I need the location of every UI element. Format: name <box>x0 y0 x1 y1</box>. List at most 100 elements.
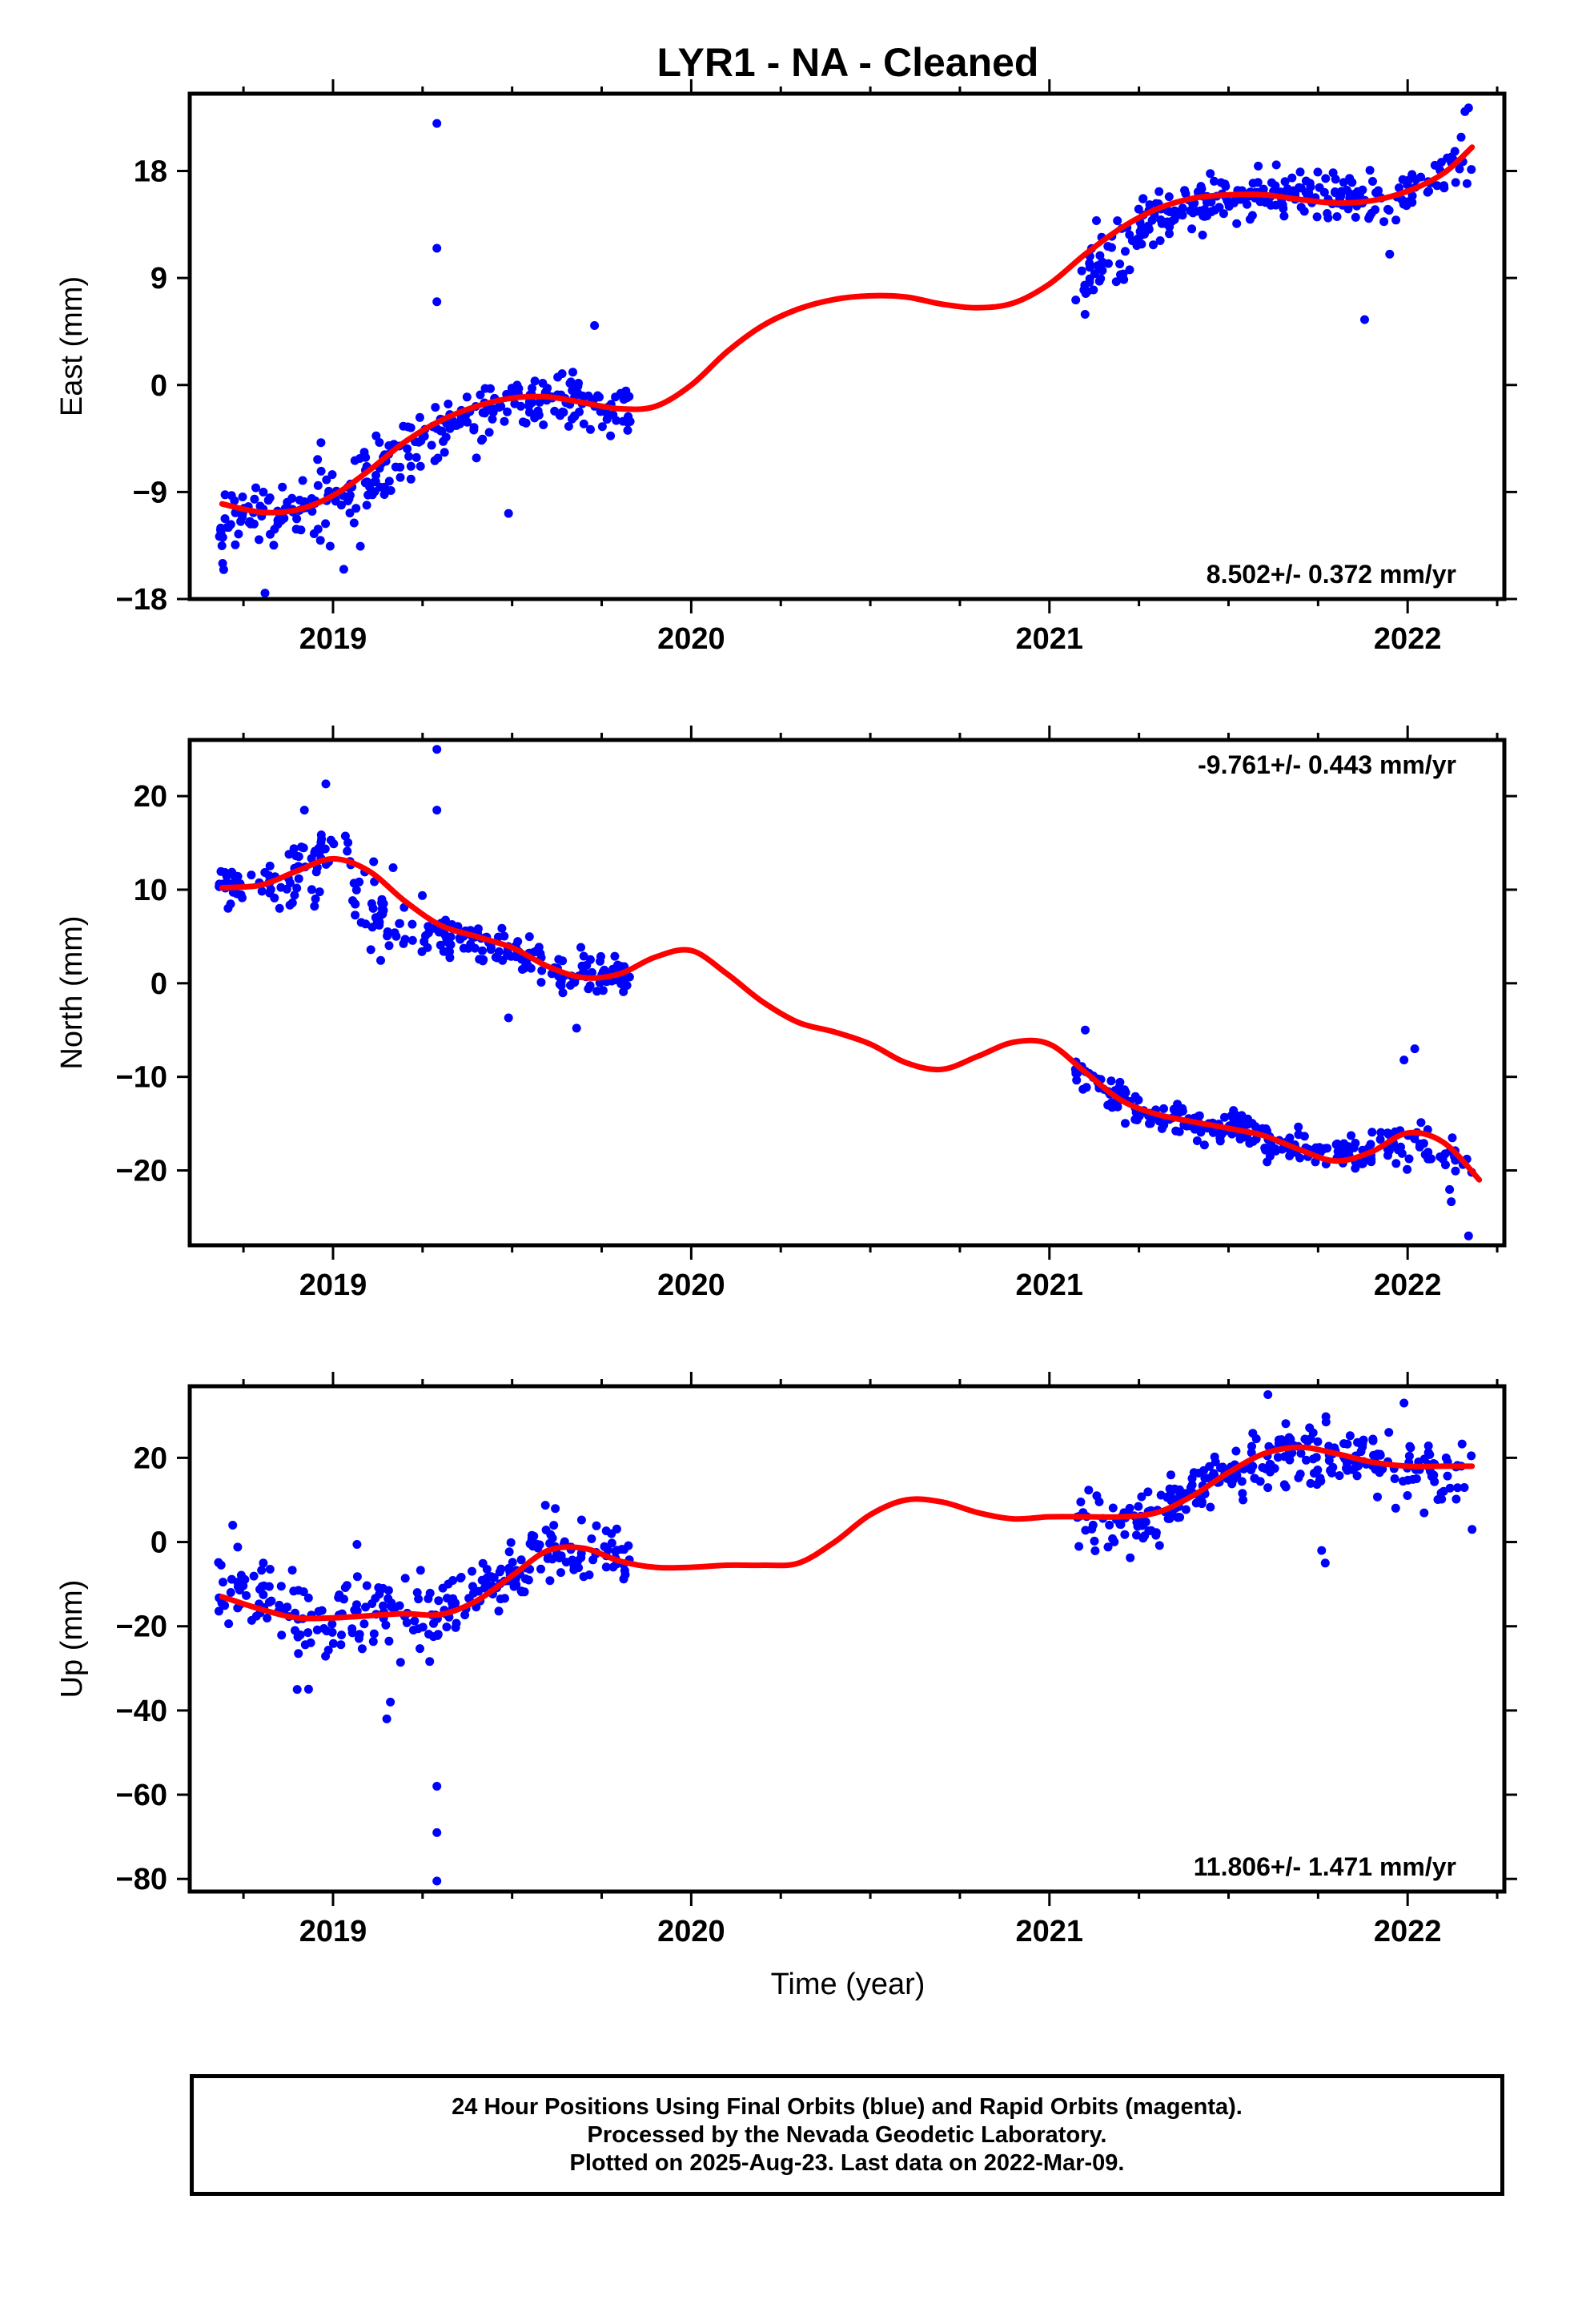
data-point <box>339 1594 348 1604</box>
data-point <box>1192 1136 1202 1145</box>
data-point <box>1108 1534 1118 1543</box>
data-point <box>620 1570 630 1579</box>
data-point <box>413 1624 423 1634</box>
rate-label: 11.806+/- 1.471 mm/yr <box>1194 1852 1456 1881</box>
data-point <box>1371 1465 1380 1474</box>
outlier-point <box>1263 1390 1273 1399</box>
data-point <box>504 1563 514 1573</box>
fit-curve <box>219 855 1483 1183</box>
data-point <box>1111 277 1121 287</box>
data-point <box>586 424 595 434</box>
data-point <box>1351 212 1360 222</box>
data-point <box>1074 1542 1084 1551</box>
data-point <box>1295 1470 1305 1479</box>
outlier-point <box>1399 1398 1409 1408</box>
data-point <box>264 1582 274 1591</box>
data-point <box>476 390 485 400</box>
data-point <box>1443 1471 1452 1481</box>
data-point <box>559 408 568 417</box>
data-point <box>557 369 567 379</box>
data-point <box>1157 219 1166 228</box>
data-point <box>1324 1441 1334 1451</box>
data-point <box>1281 1419 1291 1429</box>
data-point <box>524 1575 533 1585</box>
data-point <box>1232 219 1242 228</box>
data-point <box>1210 176 1219 186</box>
data-point <box>386 486 396 495</box>
data-point <box>381 1620 391 1630</box>
data-point <box>1173 1100 1182 1109</box>
data-point <box>367 1599 377 1608</box>
data-point <box>236 517 246 526</box>
data-point <box>1445 1184 1455 1194</box>
data-point <box>619 987 628 996</box>
data-point <box>215 532 224 541</box>
data-point <box>230 877 239 887</box>
data-point <box>424 922 433 931</box>
data-point <box>412 452 421 462</box>
data-point <box>1347 1131 1356 1140</box>
y-tick-label: −9 <box>133 476 167 509</box>
data-point <box>1115 1077 1125 1087</box>
data-point <box>264 1598 274 1607</box>
data-point <box>1237 1477 1247 1486</box>
y-tick-label: 10 <box>134 874 167 907</box>
data-point <box>263 1614 272 1622</box>
data-point <box>1280 1452 1289 1462</box>
data-point <box>214 1606 223 1616</box>
data-point <box>1283 184 1292 194</box>
data-point <box>494 1606 504 1616</box>
caption-box: 24 Hour Positions Using Final Orbits (bl… <box>190 2074 1504 2196</box>
data-point <box>219 565 228 574</box>
data-point <box>1368 177 1377 186</box>
data-point <box>1121 247 1130 256</box>
data-point <box>368 1637 378 1647</box>
data-point <box>1403 1491 1412 1500</box>
data-point <box>384 1636 394 1646</box>
data-point <box>1243 1120 1253 1129</box>
data-point <box>1151 1528 1161 1538</box>
data-point <box>250 494 259 504</box>
x-tick-label: 2022 <box>1374 1269 1442 1302</box>
data-point <box>1248 1462 1258 1471</box>
data-point <box>478 434 488 444</box>
outlier-point <box>1320 1558 1330 1568</box>
data-point <box>351 899 359 909</box>
data-point <box>345 509 355 518</box>
data-point <box>1197 1497 1207 1506</box>
data-point <box>1092 216 1101 225</box>
outlier-point <box>590 321 600 330</box>
y-tick-label: 0 <box>151 1526 167 1560</box>
data-point <box>265 861 275 870</box>
data-point <box>415 412 424 422</box>
data-point <box>1125 265 1134 275</box>
data-point <box>249 519 259 529</box>
data-point <box>1215 203 1224 212</box>
data-point <box>624 1541 633 1550</box>
data-point <box>570 411 579 420</box>
data-point <box>316 438 326 448</box>
data-point <box>1439 1486 1448 1496</box>
data-point <box>536 978 546 987</box>
data-point <box>1358 1159 1367 1168</box>
data-point <box>1408 1474 1418 1484</box>
data-point <box>1145 1119 1154 1128</box>
data-point <box>384 941 394 951</box>
data-point <box>1411 175 1421 184</box>
data-point <box>1138 194 1148 203</box>
rate-label: -9.761+/- 0.443 mm/yr <box>1198 750 1456 779</box>
data-point <box>1335 1471 1344 1481</box>
outlier-point <box>1464 1231 1473 1240</box>
data-point <box>564 421 573 431</box>
y-tick-label: −18 <box>116 583 167 617</box>
data-point <box>312 1625 322 1634</box>
data-point <box>1291 187 1300 197</box>
data-point <box>1423 1441 1433 1450</box>
outlier-point <box>292 1685 302 1695</box>
data-point <box>1302 1455 1311 1465</box>
data-point <box>576 1515 586 1525</box>
data-point <box>359 1619 369 1629</box>
outlier-point <box>1385 249 1395 259</box>
data-point <box>1236 1119 1246 1128</box>
plot-frame <box>187 1384 1507 1894</box>
